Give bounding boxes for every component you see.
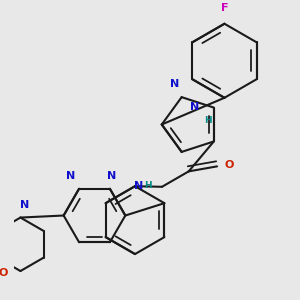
Text: N: N (66, 171, 76, 181)
Text: N: N (107, 171, 117, 181)
Text: F: F (221, 4, 228, 14)
Text: N: N (190, 102, 200, 112)
Text: N: N (170, 79, 179, 89)
Text: H: H (204, 116, 212, 125)
Text: O: O (0, 268, 8, 278)
Text: O: O (224, 160, 234, 170)
Text: N: N (20, 200, 29, 210)
Text: H: H (144, 181, 152, 190)
Text: N: N (134, 181, 143, 191)
